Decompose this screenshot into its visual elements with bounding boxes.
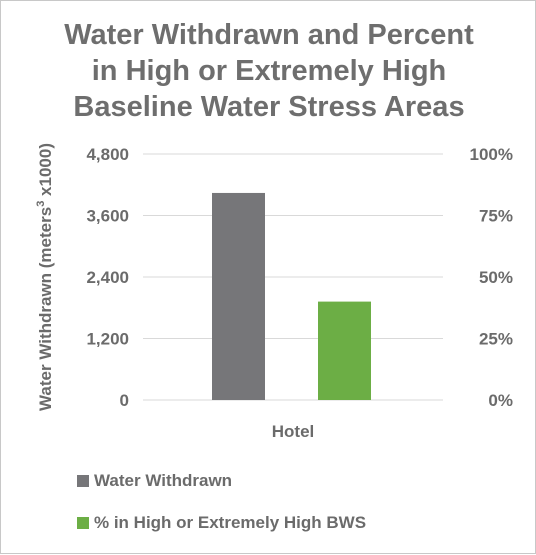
left-axis-ticks: 0 1,200 2,400 3,600 4,800 (86, 145, 129, 410)
left-tick-label: 0 (120, 391, 129, 410)
bar-bws-percent (318, 301, 371, 400)
left-tick-label: 3,600 (86, 207, 129, 226)
legend-swatch-bws-percent (77, 517, 89, 529)
right-tick-label: 75% (479, 207, 513, 226)
category-labels: Hotel (272, 422, 315, 441)
y-axis-title: Water Withdrawn (meters3 x1000) (35, 143, 55, 411)
left-tick-label: 2,400 (86, 268, 129, 287)
gridlines (143, 153, 443, 401)
bars (212, 192, 371, 400)
legend-swatch-water-withdrawn (77, 475, 89, 487)
right-tick-label: 25% (479, 330, 513, 349)
category-label: Hotel (272, 422, 315, 441)
bar-water-withdrawn (212, 192, 265, 400)
chart-title-line-3: Baseline Water Stress Areas (73, 91, 465, 123)
legend-label-bws-percent: % in High or Extremely High BWS (94, 513, 367, 532)
chart-title-line-1: Water Withdrawn and Percent (64, 19, 474, 51)
chart-title-line-2: in High or Extremely High (91, 55, 447, 87)
right-tick-label: 100% (470, 145, 513, 164)
right-tick-label: 0% (488, 391, 513, 410)
right-tick-label: 50% (479, 268, 513, 287)
right-axis-ticks: 0% 25% 50% 75% 100% (470, 145, 513, 410)
left-tick-label: 4,800 (86, 145, 129, 164)
legend-label-water-withdrawn: Water Withdrawn (94, 471, 233, 490)
left-tick-label: 1,200 (86, 330, 129, 349)
